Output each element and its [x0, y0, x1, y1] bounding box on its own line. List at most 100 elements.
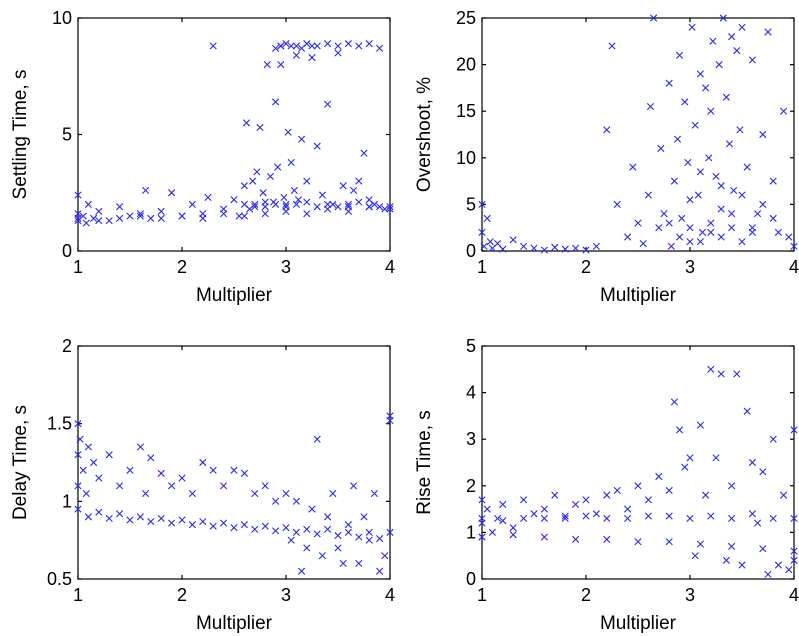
data-point — [240, 521, 248, 529]
x-tick-label: 1 — [477, 257, 487, 277]
data-point — [603, 491, 611, 499]
data-point — [582, 496, 590, 504]
data-point — [90, 214, 98, 222]
data-point — [298, 567, 306, 575]
data-point — [644, 496, 652, 504]
data-point — [676, 426, 684, 434]
y-tick-label: 10 — [456, 148, 476, 168]
data-point — [673, 135, 682, 143]
data-point — [324, 40, 332, 48]
data-point — [707, 219, 715, 227]
data-point — [705, 154, 713, 162]
data-point — [82, 489, 90, 498]
data-point — [691, 552, 699, 560]
y-tick-label: 3 — [466, 429, 476, 449]
data-point — [277, 42, 285, 50]
data-point — [308, 54, 316, 62]
data-point — [95, 508, 103, 516]
plot-frame — [481, 345, 795, 580]
data-point — [722, 556, 730, 564]
data-point — [709, 37, 717, 45]
data-point — [126, 516, 134, 524]
data-point — [665, 512, 673, 520]
data-point — [284, 128, 292, 136]
x-tick-label: 4 — [789, 257, 799, 277]
data-point — [486, 238, 494, 246]
data-point — [334, 49, 342, 57]
data-point — [499, 245, 507, 253]
data-point — [74, 191, 82, 199]
data-point — [261, 198, 269, 206]
data-point — [280, 193, 288, 201]
data-point — [540, 514, 548, 523]
data-point — [478, 496, 486, 504]
data-point — [780, 491, 788, 499]
data-point — [188, 521, 196, 529]
x-tick-label: 3 — [685, 257, 695, 277]
data-point — [272, 98, 280, 106]
data-point — [494, 239, 502, 248]
data-point — [478, 228, 486, 236]
data-point — [743, 163, 751, 171]
data-point — [329, 489, 337, 498]
x-tick-label: 2 — [581, 257, 591, 277]
data-point — [350, 186, 358, 195]
data-point — [355, 559, 363, 568]
data-point — [686, 196, 694, 204]
data-point — [313, 530, 321, 538]
data-point — [540, 505, 548, 513]
data-point — [126, 212, 134, 220]
data-point — [696, 168, 704, 176]
data-point — [509, 531, 517, 539]
data-point — [634, 482, 642, 490]
data-point — [116, 482, 124, 490]
data-point — [717, 182, 725, 190]
data-point — [294, 196, 303, 204]
data-point — [660, 210, 668, 218]
data-point — [251, 489, 259, 498]
data-point — [386, 205, 394, 213]
data-point — [76, 435, 84, 443]
data-point — [266, 172, 274, 181]
data-point — [147, 517, 155, 526]
y-tick-label: 5 — [466, 336, 476, 356]
data-point — [665, 79, 673, 87]
data-point — [769, 514, 777, 523]
data-point — [561, 512, 569, 520]
data-point — [251, 203, 259, 211]
data-point — [287, 536, 295, 544]
x-axis-label: Multiplier — [196, 285, 273, 306]
data-point — [136, 210, 144, 218]
data-point — [292, 42, 300, 50]
y-tick-label: 2 — [466, 476, 476, 496]
data-point — [277, 61, 285, 69]
y-tick-label: 1 — [62, 491, 72, 511]
data-point — [759, 200, 767, 208]
data-point — [696, 238, 704, 246]
data-point — [334, 531, 342, 540]
data-point — [290, 186, 298, 195]
y-tick-label: 4 — [466, 383, 476, 403]
data-point — [74, 451, 82, 459]
x-axis-label: Multiplier — [196, 613, 273, 634]
data-point — [370, 489, 378, 498]
data-point — [381, 552, 389, 560]
data-point — [702, 491, 710, 499]
data-point — [287, 42, 295, 50]
data-point — [209, 522, 217, 530]
data-point — [717, 370, 725, 378]
data-point — [95, 207, 103, 215]
data-point — [759, 130, 767, 139]
data-point — [715, 61, 723, 69]
data-point — [74, 505, 82, 513]
data-point — [764, 570, 772, 578]
data-point — [736, 126, 744, 134]
data-point — [644, 512, 652, 520]
data-point — [74, 420, 82, 428]
data-point — [712, 172, 720, 181]
data-point — [355, 42, 363, 50]
data-point — [272, 527, 280, 535]
data-point — [530, 510, 538, 518]
data-point — [292, 51, 300, 59]
data-point — [717, 205, 725, 213]
